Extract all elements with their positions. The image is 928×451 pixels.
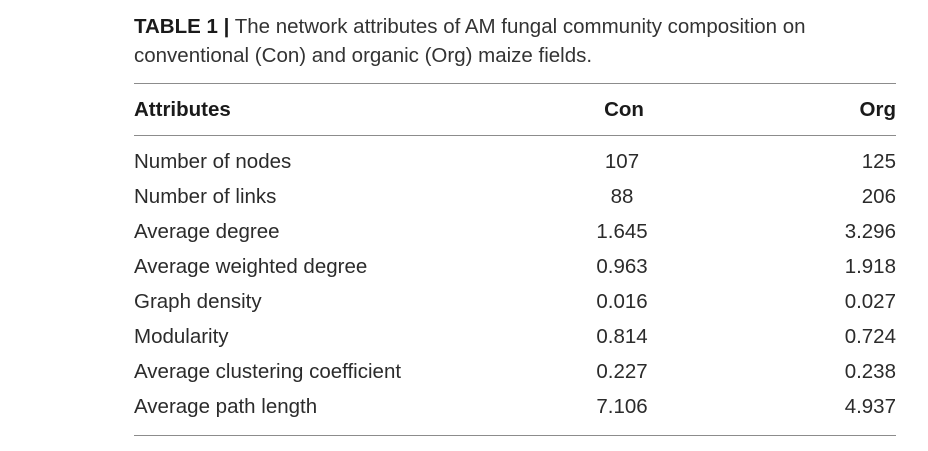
table-row: Average clustering coefficient 0.227 0.2… — [134, 354, 896, 389]
row-org-value: 0.238 — [844, 360, 896, 383]
table-top-rule — [134, 83, 896, 84]
table-row: Number of nodes 107 125 — [134, 144, 896, 179]
row-attribute: Number of links — [134, 185, 277, 208]
caption-text: The network attributes of AM fungal comm… — [134, 15, 806, 67]
row-con-value: 0.227 — [596, 360, 648, 383]
caption-separator: | — [223, 15, 230, 38]
row-org-value: 206 — [861, 185, 896, 208]
row-org-value: 4.937 — [844, 395, 896, 418]
table-row: Average degree 1.645 3.296 — [134, 214, 896, 249]
row-org-value: 3.296 — [844, 220, 896, 243]
row-attribute: Average degree — [134, 220, 280, 243]
header-attributes: Attributes — [134, 98, 231, 121]
header-con: Con — [604, 98, 644, 121]
row-con-value: 88 — [610, 185, 634, 208]
table-row: Modularity 0.814 0.724 — [134, 319, 896, 354]
table-header-rule — [134, 135, 896, 136]
row-org-value: 1.918 — [844, 255, 896, 278]
table-label: TABLE 1 — [134, 15, 218, 38]
row-org-value: 0.724 — [844, 325, 896, 348]
row-org-value: 125 — [861, 150, 896, 173]
row-attribute: Number of nodes — [134, 150, 292, 173]
table-row: Graph density 0.016 0.027 — [134, 284, 896, 319]
row-con-value: 1.645 — [596, 220, 648, 243]
row-attribute: Average clustering coefficient — [134, 360, 402, 383]
row-attribute: Modularity — [134, 325, 229, 348]
row-con-value: 7.106 — [596, 395, 648, 418]
row-attribute: Average weighted degree — [134, 255, 368, 278]
row-attribute: Graph density — [134, 290, 262, 313]
row-con-value: 0.814 — [596, 325, 648, 348]
table-bottom-rule — [134, 435, 896, 436]
row-con-value: 0.016 — [596, 290, 648, 313]
table-row: Average path length 7.106 4.937 — [134, 389, 896, 424]
row-org-value: 0.027 — [844, 290, 896, 313]
row-con-value: 0.963 — [596, 255, 648, 278]
row-con-value: 107 — [604, 150, 640, 173]
table-row: Number of links 88 206 — [134, 179, 896, 214]
table-caption: TABLE 1 | The network attributes of AM f… — [134, 12, 874, 70]
table-row: Average weighted degree 0.963 1.918 — [134, 249, 896, 284]
header-org: Org — [859, 98, 896, 121]
row-attribute: Average path length — [134, 395, 318, 418]
table-header: Attributes Con Org — [134, 92, 896, 127]
